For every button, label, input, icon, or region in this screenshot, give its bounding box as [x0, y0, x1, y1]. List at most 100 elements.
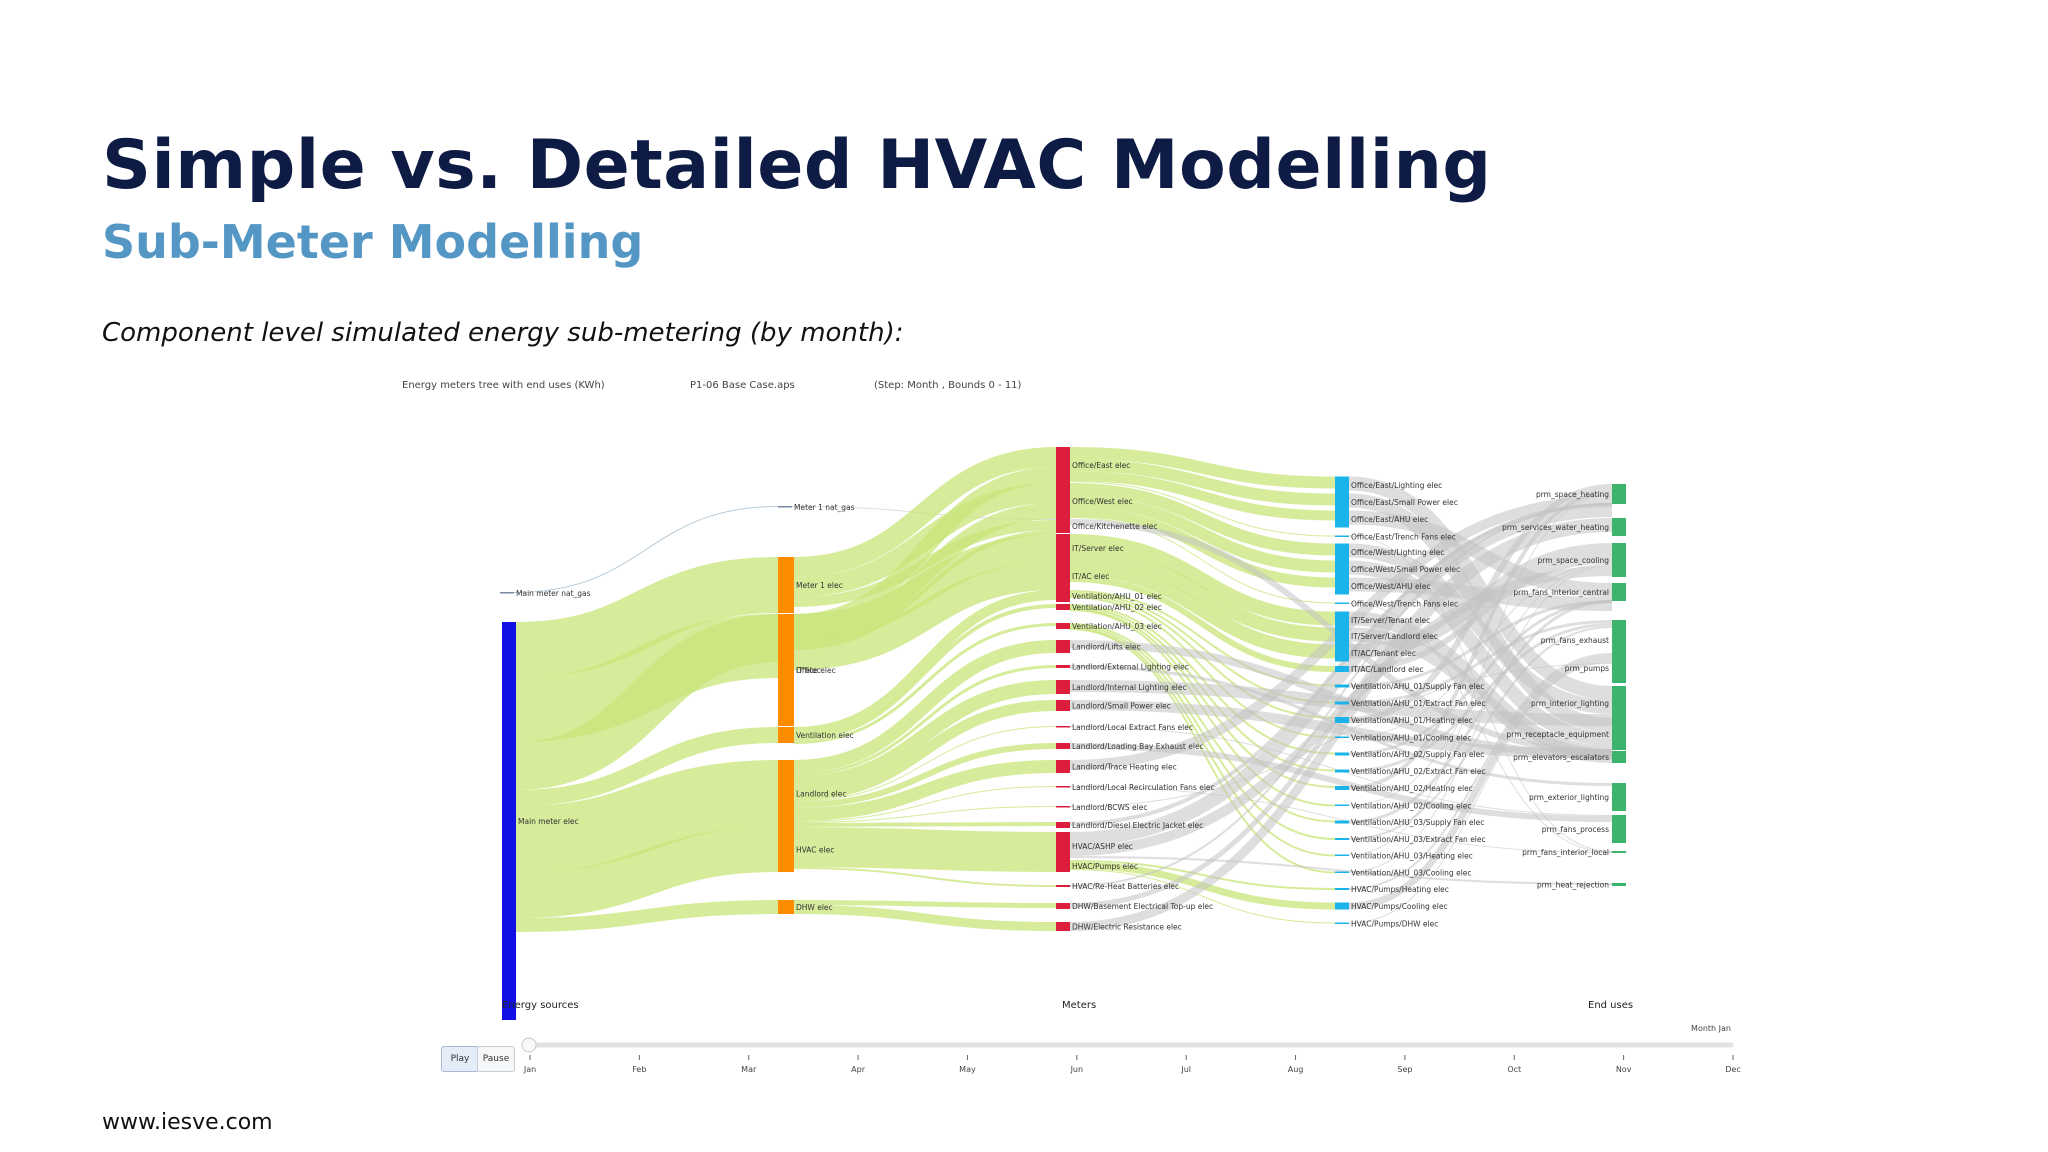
sankey-link-office_east-to-oe_light[interactable] — [1069, 447, 1336, 489]
sankey-link-hvac-to-hvac_pumps[interactable] — [793, 855, 1057, 872]
sankey-link-hvac_reheat-to-eu_space_heating[interactable] — [1069, 503, 1613, 887]
sankey-node-a02_extract[interactable] — [1335, 769, 1349, 773]
sankey-node-eu_int_light[interactable] — [1612, 686, 1626, 720]
sankey-node-ll_bcws[interactable] — [1056, 806, 1070, 808]
sankey-node-a01_supply[interactable] — [1335, 684, 1349, 688]
sankey-node-hvac_reheat[interactable] — [1056, 885, 1070, 887]
sankey-link-landlord-to-ll_localextract[interactable] — [793, 726, 1057, 802]
slider-tick-label-jul[interactable]: Jul — [1180, 1065, 1191, 1074]
sankey-link-main_elec-to-it[interactable] — [515, 614, 779, 790]
sankey-node-main_gas[interactable] — [500, 592, 514, 594]
sankey-node-its_tenant[interactable] — [1335, 611, 1349, 629]
sankey-link-a01_extract-to-eu_fans_exhaust[interactable] — [1348, 620, 1613, 705]
sankey-node-meter1_elec[interactable] — [778, 557, 794, 613]
sankey-link-landlord-to-ll_loadingbay[interactable] — [793, 743, 1057, 808]
sankey-node-eu_fans_process[interactable] — [1612, 815, 1626, 843]
sankey-link-office_east-to-oe_trench[interactable] — [1069, 481, 1336, 537]
sankey-link-hvac-to-hvac_reheat[interactable] — [793, 867, 1057, 887]
sankey-link-it-to-it_ac[interactable] — [793, 562, 1057, 670]
sankey-link-it_server-to-its_landlord[interactable] — [1069, 548, 1336, 642]
sankey-link-hvac_ashp-to-eu_space_heating[interactable] — [1069, 503, 1613, 846]
sankey-node-ll_smallpower[interactable] — [1056, 700, 1070, 711]
sankey-node-ow_small[interactable] — [1335, 560, 1349, 578]
slider-tick-label-may[interactable]: May — [959, 1065, 976, 1074]
sankey-node-a03_supply[interactable] — [1335, 820, 1349, 824]
slider-handle[interactable] — [521, 1037, 537, 1053]
sankey-link-office_west-to-ow_small[interactable] — [1069, 495, 1336, 573]
sankey-node-ll_intlight[interactable] — [1056, 680, 1070, 694]
sankey-link-dhw_basement-to-eu_services_water[interactable] — [1069, 518, 1613, 908]
sankey-node-a03_heat[interactable] — [1335, 854, 1349, 857]
play-button[interactable]: Play — [441, 1046, 479, 1072]
sankey-link-main_elec-to-landlord[interactable] — [515, 760, 779, 873]
footer-url[interactable]: www.iesve.com — [102, 1110, 273, 1135]
sankey-link-dhw-to-dhw_basement[interactable] — [793, 900, 1057, 908]
sankey-link-landlord-to-ll_intlight[interactable] — [793, 680, 1057, 790]
slider-tick-label-jun[interactable]: Jun — [1070, 1065, 1084, 1074]
sankey-link-it_ac-to-itac_landlord[interactable] — [1069, 576, 1336, 672]
sankey-link-meter1_elec-to-office_east[interactable] — [793, 447, 1057, 577]
sankey-link-it_ac-to-itac_tenant[interactable] — [1069, 562, 1336, 659]
slider-tick-label-oct[interactable]: Oct — [1507, 1065, 1521, 1074]
sankey-node-ll_lifts[interactable] — [1056, 640, 1070, 653]
sankey-node-vent_ahu01[interactable] — [1056, 590, 1070, 602]
sankey-link-ow_light-to-eu_int_light[interactable] — [1348, 543, 1613, 714]
sankey-node-hvac_pumps[interactable] — [1056, 860, 1070, 872]
sankey-node-vent[interactable] — [778, 727, 794, 743]
sankey-node-a03_extract[interactable] — [1335, 838, 1349, 840]
sankey-link-landlord-to-ll_trace[interactable] — [793, 760, 1057, 821]
sankey-node-hp_heat[interactable] — [1335, 888, 1349, 890]
sankey-link-hvac_pumps-to-hp_heat[interactable] — [1069, 860, 1336, 890]
sankey-link-hvac_ashp-to-eu_heat_reject[interactable] — [1069, 856, 1613, 885]
sankey-link-landlord-to-ll_lifts[interactable] — [793, 640, 1057, 773]
sankey-node-ll_extlight[interactable] — [1056, 665, 1070, 668]
sankey-link-vent-to-vent_ahu02[interactable] — [793, 604, 1057, 741]
sankey-node-a02_supply[interactable] — [1335, 752, 1349, 756]
sankey-link-ll_localrecirc-to-eu_fans_local[interactable] — [1069, 786, 1613, 853]
sankey-link-hp_dhw-to-eu_pumps[interactable] — [1348, 662, 1613, 924]
sankey-node-oe_trench[interactable] — [1335, 535, 1349, 538]
sankey-link-dhw-to-dhw_resist[interactable] — [793, 905, 1057, 931]
sankey-link-office_east-to-oe_small[interactable] — [1069, 459, 1336, 506]
sankey-link-landlord-to-ll_localrecirc[interactable] — [793, 786, 1057, 822]
sankey-link-main_elec-to-meter1_elec[interactable] — [515, 557, 779, 678]
slider-tick-label-feb[interactable]: Feb — [632, 1065, 646, 1074]
slider-tick-label-jan[interactable]: Jan — [523, 1065, 536, 1074]
sankey-node-ow_ahu[interactable] — [1335, 577, 1349, 595]
sankey-node-eu_ext_light[interactable] — [1612, 783, 1626, 811]
sankey-node-vent_ahu02[interactable] — [1056, 604, 1070, 610]
sankey-node-itac_tenant[interactable] — [1335, 644, 1349, 662]
slider-tick-label-nov[interactable]: Nov — [1616, 1065, 1632, 1074]
sankey-link-vent_ahu02-to-a02_heat[interactable] — [1069, 608, 1336, 788]
sankey-node-ll_localrecirc[interactable] — [1056, 786, 1070, 788]
slider-tick-label-aug[interactable]: Aug — [1288, 1065, 1304, 1074]
sankey-node-dhw[interactable] — [778, 900, 794, 914]
sankey-node-eu_elevators[interactable] — [1612, 751, 1626, 763]
sankey-node-hvac_ashp[interactable] — [1056, 832, 1070, 860]
sankey-node-eu_receptacle[interactable] — [1612, 718, 1626, 750]
sankey-node-ow_trench[interactable] — [1335, 602, 1349, 605]
sankey-link-office_west-to-ow_light[interactable] — [1069, 483, 1336, 556]
sankey-node-oe_small[interactable] — [1335, 493, 1349, 511]
sankey-node-hvac[interactable] — [778, 827, 794, 872]
sankey-link-main_gas-to-meter1_gas[interactable] — [513, 506, 779, 593]
sankey-link-main_elec-to-vent[interactable] — [515, 727, 779, 806]
sankey-node-office_east[interactable] — [1056, 447, 1070, 483]
sankey-node-eu_services_water[interactable] — [1612, 518, 1626, 536]
sankey-node-a01_extract[interactable] — [1335, 701, 1349, 705]
sankey-link-hp_cool-to-eu_pumps[interactable] — [1348, 655, 1613, 910]
sankey-node-eu_pumps[interactable] — [1612, 653, 1626, 683]
sankey-link-it_server-to-its_tenant[interactable] — [1069, 534, 1336, 626]
sankey-node-it[interactable] — [778, 614, 794, 726]
sankey-node-eu_fans_local[interactable] — [1612, 851, 1626, 853]
sankey-link-a02_extract-to-eu_fans_exhaust[interactable] — [1348, 623, 1613, 773]
sankey-node-ll_loadingbay[interactable] — [1056, 743, 1070, 749]
slider-tick-label-mar[interactable]: Mar — [741, 1065, 757, 1074]
sankey-node-itac_landlord[interactable] — [1335, 666, 1349, 672]
sankey-node-it_server[interactable] — [1056, 534, 1070, 562]
sankey-node-dhw_basement[interactable] — [1056, 903, 1070, 909]
sankey-node-landlord[interactable] — [778, 760, 794, 827]
sankey-link-dhw_resist-to-eu_services_water[interactable] — [1069, 523, 1613, 931]
sankey-node-a01_heat[interactable] — [1335, 717, 1349, 723]
sankey-node-eu_space_cooling[interactable] — [1612, 543, 1626, 577]
